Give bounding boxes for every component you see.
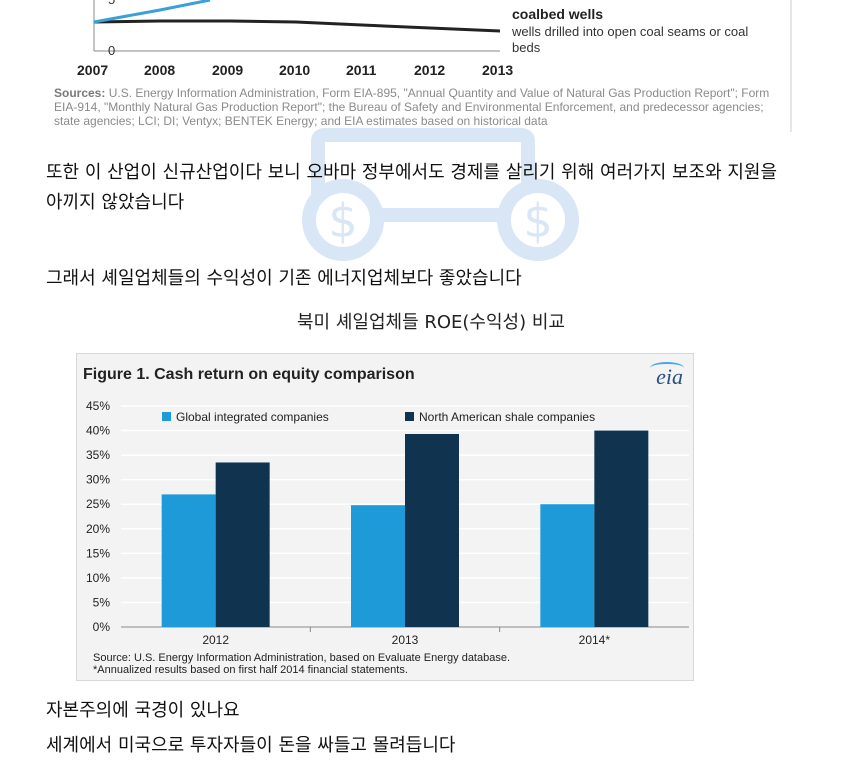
y-tick-label: 10%: [86, 571, 110, 585]
top-xtick: 2008: [144, 62, 176, 78]
bar-na-shale-2: [594, 430, 649, 627]
rising-series-line: [93, 0, 211, 24]
legend-label-global: Global integrated companies: [176, 410, 329, 424]
bars-layer: [161, 430, 649, 627]
y-tick-label: 5%: [93, 595, 111, 609]
y-tick-label: 30%: [86, 473, 110, 487]
top-ytick-0: 0: [108, 43, 116, 58]
top-sources: Sources: U.S. Energy Information Adminis…: [54, 86, 774, 128]
figure-source-line: Source: U.S. Energy Information Administ…: [93, 652, 511, 664]
figure-source: Source: U.S. Energy Information Administ…: [93, 652, 510, 676]
y-tick-label: 20%: [86, 522, 110, 536]
bar-na-shale-1: [405, 433, 459, 627]
top-legend-title: coalbed wells: [512, 6, 604, 22]
watermark-wheel-left: [302, 179, 384, 261]
coalbed-wells-line: [93, 19, 501, 33]
top-xtick: 2012: [414, 62, 446, 78]
x-tick-label: 2014*: [579, 633, 611, 647]
legend-na-shale: North American shale companies: [405, 410, 595, 424]
top-chart-fragment: 5 0 2007 2008 2009 2010 2011 2012 2013 c…: [40, 0, 792, 132]
watermark-wheel-right: [497, 179, 579, 261]
legend-global-integrated: Global integrated companies: [162, 410, 329, 424]
y-tick-label: 25%: [86, 497, 110, 511]
top-ytick-5: 5: [108, 0, 115, 7]
y-tick-label: 15%: [86, 546, 110, 560]
top-xtick: 2010: [279, 62, 311, 78]
paragraph-capitalism: 자본주의에 국경이 있나요: [46, 700, 240, 721]
figure-caption: 북미 셰일업체들 ROE(수익성) 비교: [297, 312, 565, 333]
x-tick-label: 2012: [202, 633, 229, 647]
watermark-truck-body: [311, 128, 535, 222]
y-tick-label: 45%: [86, 399, 110, 413]
eia-logo-swoosh: [650, 362, 685, 374]
top-chart-svg: [93, 0, 501, 52]
top-chart-border: [790, 0, 792, 132]
roe-comparison-chart: 0% 5% 10% 15% 20% 25% 30% 35% 40% 45% 2012 2013 2014…: [76, 353, 694, 681]
bar-global-integrated-2: [540, 504, 595, 627]
top-xtick: 2013: [482, 62, 514, 78]
top-xtick: 2011: [346, 62, 377, 78]
top-sources-label: Sources:: [54, 86, 106, 100]
bar-global-integrated-1: [351, 505, 405, 627]
paragraph-investors: 세계에서 미국으로 투자자들이 돈을 싸들고 몰려듭니다: [46, 735, 456, 756]
figure-title: Figure 1. Cash return on equity comparis…: [83, 366, 415, 383]
paragraph-profitability: 그래서 셰일업체들의 수익성이 기존 에너지업체보다 좋았습니다: [46, 268, 522, 289]
x-tick-label: 2013: [392, 633, 419, 647]
legend-swatch-shale: [405, 412, 414, 421]
bar-na-shale-0: [215, 462, 270, 627]
top-xtick: 2009: [212, 62, 244, 78]
watermark-dollar-right: $: [523, 194, 552, 248]
bar-global-integrated-0: [161, 494, 216, 627]
figure-footnote: *Annualized results based on first half …: [93, 664, 408, 676]
labels-layer: 0% 5% 10% 15% 20% 25% 30% 35% 40% 45% 2012 2013 2014…: [86, 399, 610, 647]
top-xtick: 2007: [77, 62, 109, 78]
watermark-dollar-left: $: [328, 194, 357, 248]
paragraph-subsidy: 또한 이 산업이 신규산업이다 보니 오바마 정부에서도 경제를 살리기 위해 …: [46, 162, 778, 213]
y-tick-label: 40%: [86, 424, 110, 438]
roe-chart-svg: 0% 5% 10% 15% 20% 25% 30% 35% 40% 45% 2012 2013 2014…: [86, 399, 689, 647]
top-sources-text: U.S. Energy Information Administration, …: [54, 86, 770, 128]
truck-watermark: $ $: [302, 128, 579, 261]
y-tick-label: 0%: [93, 620, 111, 634]
y-tick-label: 35%: [86, 448, 110, 462]
eia-logo: eia: [650, 362, 685, 390]
legend-swatch-global: [162, 412, 171, 421]
legend-label-shale: North American shale companies: [419, 410, 596, 424]
top-legend-desc: wells drilled into open coal seams or co…: [512, 24, 749, 55]
